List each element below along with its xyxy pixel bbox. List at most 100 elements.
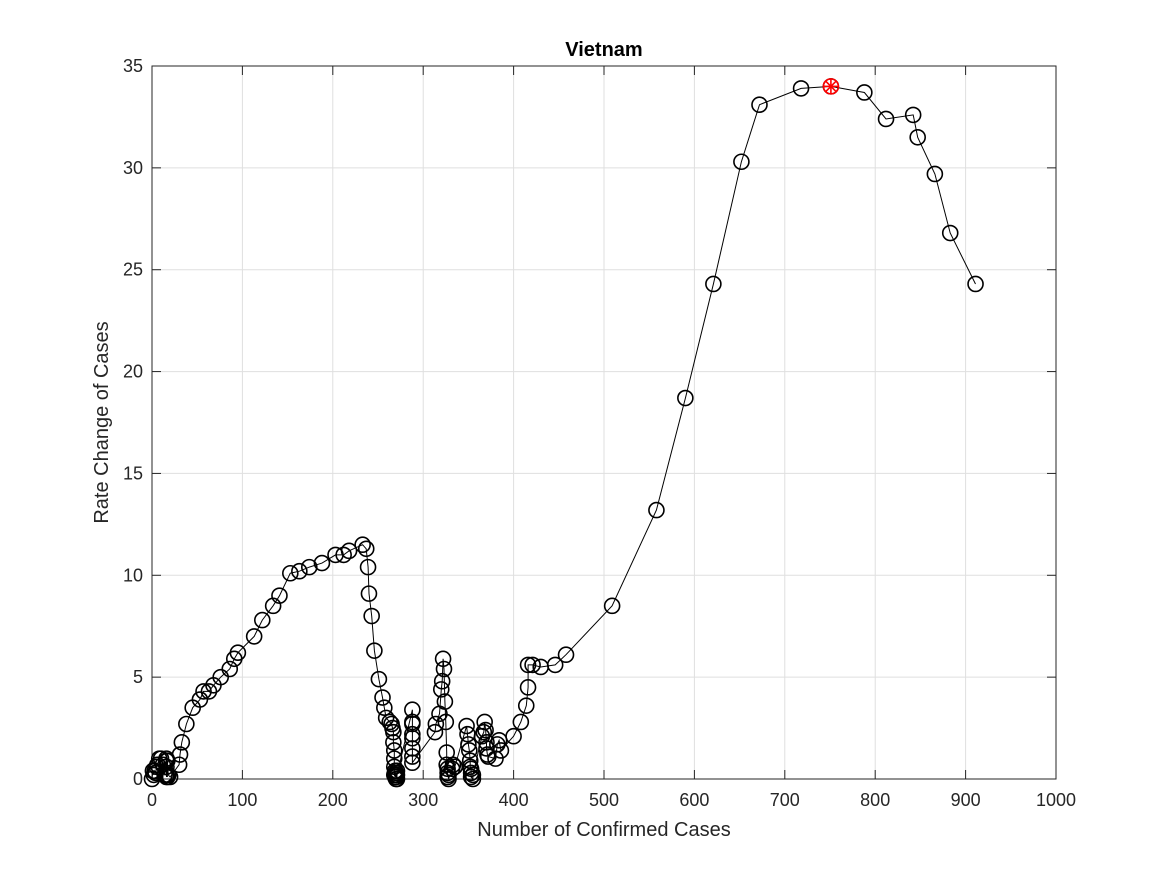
data-point xyxy=(492,742,510,759)
data-point xyxy=(462,764,480,782)
data-point xyxy=(557,646,575,664)
data-point xyxy=(404,754,421,772)
x-tick-label: 600 xyxy=(679,790,709,810)
data-point xyxy=(363,607,380,625)
data-point xyxy=(404,729,421,747)
data-point xyxy=(385,742,403,759)
data-point xyxy=(170,756,188,774)
data-point xyxy=(229,644,247,661)
data-point xyxy=(475,723,493,741)
data-point xyxy=(374,689,391,706)
data-point xyxy=(546,656,564,674)
data-point xyxy=(388,766,406,784)
y-tick-label: 10 xyxy=(123,565,143,585)
data-point xyxy=(476,713,493,731)
data-point xyxy=(519,656,537,674)
data-point xyxy=(460,736,477,753)
data-point xyxy=(464,770,482,788)
data-point xyxy=(366,642,383,659)
data-point xyxy=(388,762,406,780)
x-tick-label: 500 xyxy=(589,790,619,810)
x-axis-label: Number of Confirmed Cases xyxy=(477,819,730,841)
y-tick-label: 25 xyxy=(123,260,143,280)
data-point xyxy=(464,766,482,784)
data-point xyxy=(432,681,450,698)
data-point xyxy=(458,717,475,735)
data-point xyxy=(517,697,535,714)
x-tick-label: 0 xyxy=(147,790,157,810)
data-point xyxy=(733,153,750,171)
data-point xyxy=(677,389,694,407)
highlight-marker xyxy=(822,78,840,95)
chart-title: Vietnam xyxy=(565,39,642,61)
y-axis-label: Rate Change of Cases xyxy=(91,321,113,523)
x-tick-label: 900 xyxy=(951,790,981,810)
data-point xyxy=(282,564,299,582)
data-point xyxy=(357,540,375,558)
data-point xyxy=(437,713,455,731)
data-point xyxy=(354,536,371,554)
data-point xyxy=(751,96,768,114)
data-point xyxy=(161,768,179,786)
data-point xyxy=(705,275,722,293)
data-point xyxy=(904,106,922,124)
data-point xyxy=(245,628,263,645)
data-point xyxy=(313,554,331,572)
data-point xyxy=(340,542,358,560)
data-point xyxy=(439,760,456,778)
data-point xyxy=(427,715,445,733)
data-point xyxy=(792,80,810,97)
data-point xyxy=(477,721,494,739)
data-point xyxy=(300,558,318,576)
data-point xyxy=(444,756,462,774)
data-point xyxy=(385,734,402,751)
data-point xyxy=(462,768,480,786)
data-point xyxy=(856,84,873,101)
data-point xyxy=(271,587,288,604)
data-point xyxy=(505,727,522,745)
y-tick-label: 35 xyxy=(123,56,143,76)
data-point xyxy=(433,672,451,690)
data-point xyxy=(359,558,377,576)
y-tick-label: 5 xyxy=(133,667,143,687)
data-point xyxy=(648,501,665,519)
y-tick-label: 20 xyxy=(123,362,143,382)
x-tick-label: 1000 xyxy=(1036,790,1076,810)
data-point xyxy=(370,670,388,688)
data-markers xyxy=(143,78,984,788)
data-point xyxy=(221,660,239,678)
axis-ticks xyxy=(151,65,1057,780)
data-point xyxy=(519,679,537,696)
data-point xyxy=(159,766,177,784)
x-tick-label: 200 xyxy=(318,790,348,810)
data-point xyxy=(158,758,175,776)
data-point xyxy=(376,699,393,717)
data-point xyxy=(388,770,406,788)
data-point xyxy=(926,165,944,183)
x-tick-label: 300 xyxy=(408,790,438,810)
x-tick-label: 800 xyxy=(860,790,890,810)
data-point xyxy=(461,742,478,759)
data-point xyxy=(171,746,189,763)
data-point xyxy=(291,562,308,580)
data-point xyxy=(877,110,895,128)
data-point xyxy=(462,760,480,778)
data-point xyxy=(524,656,541,674)
x-tick-label: 400 xyxy=(499,790,529,810)
data-point xyxy=(941,224,959,242)
y-tick-labels: 0 5 10 15 20 25 30 35 xyxy=(123,56,143,789)
data-point xyxy=(512,713,530,731)
data-point xyxy=(435,660,453,678)
data-point xyxy=(178,715,195,733)
x-tick-label: 100 xyxy=(227,790,257,810)
x-tick-labels: 0 100 200 300 400 500 600 700 800 900 1000 xyxy=(147,790,1076,810)
data-point xyxy=(404,748,421,765)
y-tick-label: 30 xyxy=(123,158,143,178)
data-point xyxy=(385,723,402,741)
data-point xyxy=(909,129,926,146)
x-tick-label: 700 xyxy=(770,790,800,810)
y-tick-label: 15 xyxy=(123,463,143,483)
